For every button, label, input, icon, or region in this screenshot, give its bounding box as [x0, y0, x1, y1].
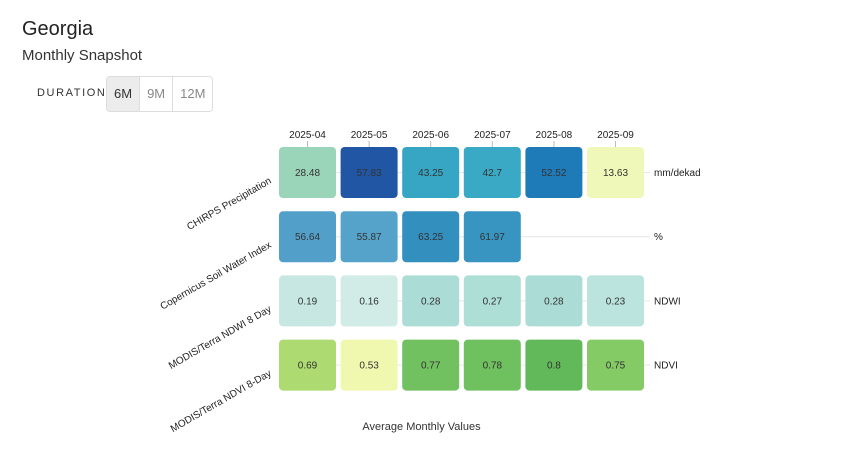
heatmap-cell [340, 211, 398, 263]
duration-9m-button[interactable]: 9M [140, 77, 174, 111]
cell-value-label: 28.48 [295, 168, 320, 179]
x-axis-title: Average Monthly Values [362, 421, 481, 433]
cell-value-label: 55.87 [357, 232, 382, 243]
page-subtitle: Monthly Snapshot [22, 47, 143, 64]
duration-selector: 6M 9M 12M [106, 76, 214, 112]
cell-value-label: 57.83 [357, 168, 382, 179]
heatmap-cell [402, 147, 460, 198]
heatmap-cell [525, 275, 583, 327]
row-unit-label: NDVI [654, 361, 678, 372]
cell-value-label: 42.7 [483, 168, 503, 179]
heatmap-cell [525, 339, 583, 391]
cell-value-label: 0.28 [421, 296, 441, 307]
heatmap-cell [463, 339, 521, 391]
column-label: 2025-08 [536, 130, 573, 141]
duration-label: DURATION [37, 87, 107, 99]
column-label: 2025-04 [289, 130, 326, 141]
heatmap-cell [402, 339, 460, 391]
heatmap-cell [340, 339, 398, 391]
heatmap-cell [587, 275, 644, 327]
cell-value-label: 43.25 [418, 168, 443, 179]
cell-value-label: 0.77 [421, 361, 441, 372]
heatmap-cell [463, 211, 521, 263]
cell-value-label: 0.75 [606, 361, 626, 372]
row-unit-label: NDWI [654, 296, 681, 307]
cell-value-label: 0.19 [298, 296, 318, 307]
row-label: MODIS/Terra NDWI 8 Day [167, 304, 274, 372]
cell-value-label: 0.69 [298, 361, 318, 372]
cell-value-label: 0.23 [606, 296, 626, 307]
row-unit-label: % [654, 232, 663, 243]
heatmap-cell [402, 275, 460, 327]
heatmap-cell [279, 275, 336, 327]
heatmap-cell [525, 147, 583, 198]
cell-value-label: 63.25 [418, 232, 443, 243]
column-label: 2025-05 [351, 130, 388, 141]
heatmap-cell [402, 211, 460, 263]
heatmap-cell [463, 275, 521, 327]
row-label: MODIS/Terra NDVI 8-Day [169, 368, 274, 435]
row-label: CHIRPS Precipitation [185, 176, 273, 233]
cell-value-label: 61.97 [480, 232, 505, 243]
column-label: 2025-07 [474, 130, 511, 141]
column-label: 2025-06 [412, 130, 449, 141]
cell-value-label: 0.8 [547, 361, 561, 372]
cell-value-label: 0.53 [359, 361, 379, 372]
page-title: Georgia [22, 18, 94, 40]
heatmap-cell [279, 147, 336, 198]
cell-value-label: 0.28 [544, 296, 564, 307]
cell-value-label: 0.78 [483, 361, 503, 372]
cell-value-label: 0.27 [483, 296, 503, 307]
heatmap-cell [340, 275, 398, 327]
cell-value-label: 52.52 [541, 168, 566, 179]
cell-value-label: 13.63 [603, 168, 628, 179]
row-unit-label: mm/dekad [654, 168, 701, 179]
cell-value-label: 0.16 [359, 296, 379, 307]
cell-value-label: 56.64 [295, 232, 320, 243]
heatmap-cell [587, 339, 644, 391]
duration-6m-button[interactable]: 6M [107, 77, 141, 111]
heatmap-cell [463, 147, 521, 198]
column-label: 2025-09 [597, 130, 634, 141]
heatmap-cell [279, 211, 336, 263]
row-label: Copernicus Soil Water Index [159, 240, 274, 313]
heatmap-cell [587, 147, 644, 198]
heatmap-cell [279, 339, 336, 391]
duration-12m-button[interactable]: 12M [173, 77, 213, 111]
heatmap-cell [340, 147, 398, 198]
